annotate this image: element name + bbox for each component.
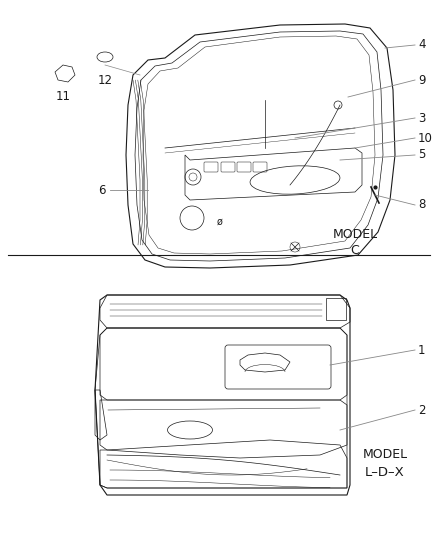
Text: 3: 3 [418,111,425,125]
Text: 9: 9 [418,74,425,86]
Text: 8: 8 [418,198,425,212]
Text: L–D–X: L–D–X [365,465,405,479]
Text: 5: 5 [418,149,425,161]
Text: 6: 6 [99,183,106,197]
Text: MODEL: MODEL [332,229,378,241]
Text: ø: ø [217,217,223,227]
Text: 2: 2 [418,403,425,416]
Text: C: C [351,244,359,256]
Text: MODEL: MODEL [362,448,408,462]
Text: 11: 11 [56,90,71,103]
Text: 4: 4 [418,38,425,52]
Text: 12: 12 [98,74,113,87]
Text: 10: 10 [418,132,433,144]
Text: 1: 1 [418,343,425,357]
